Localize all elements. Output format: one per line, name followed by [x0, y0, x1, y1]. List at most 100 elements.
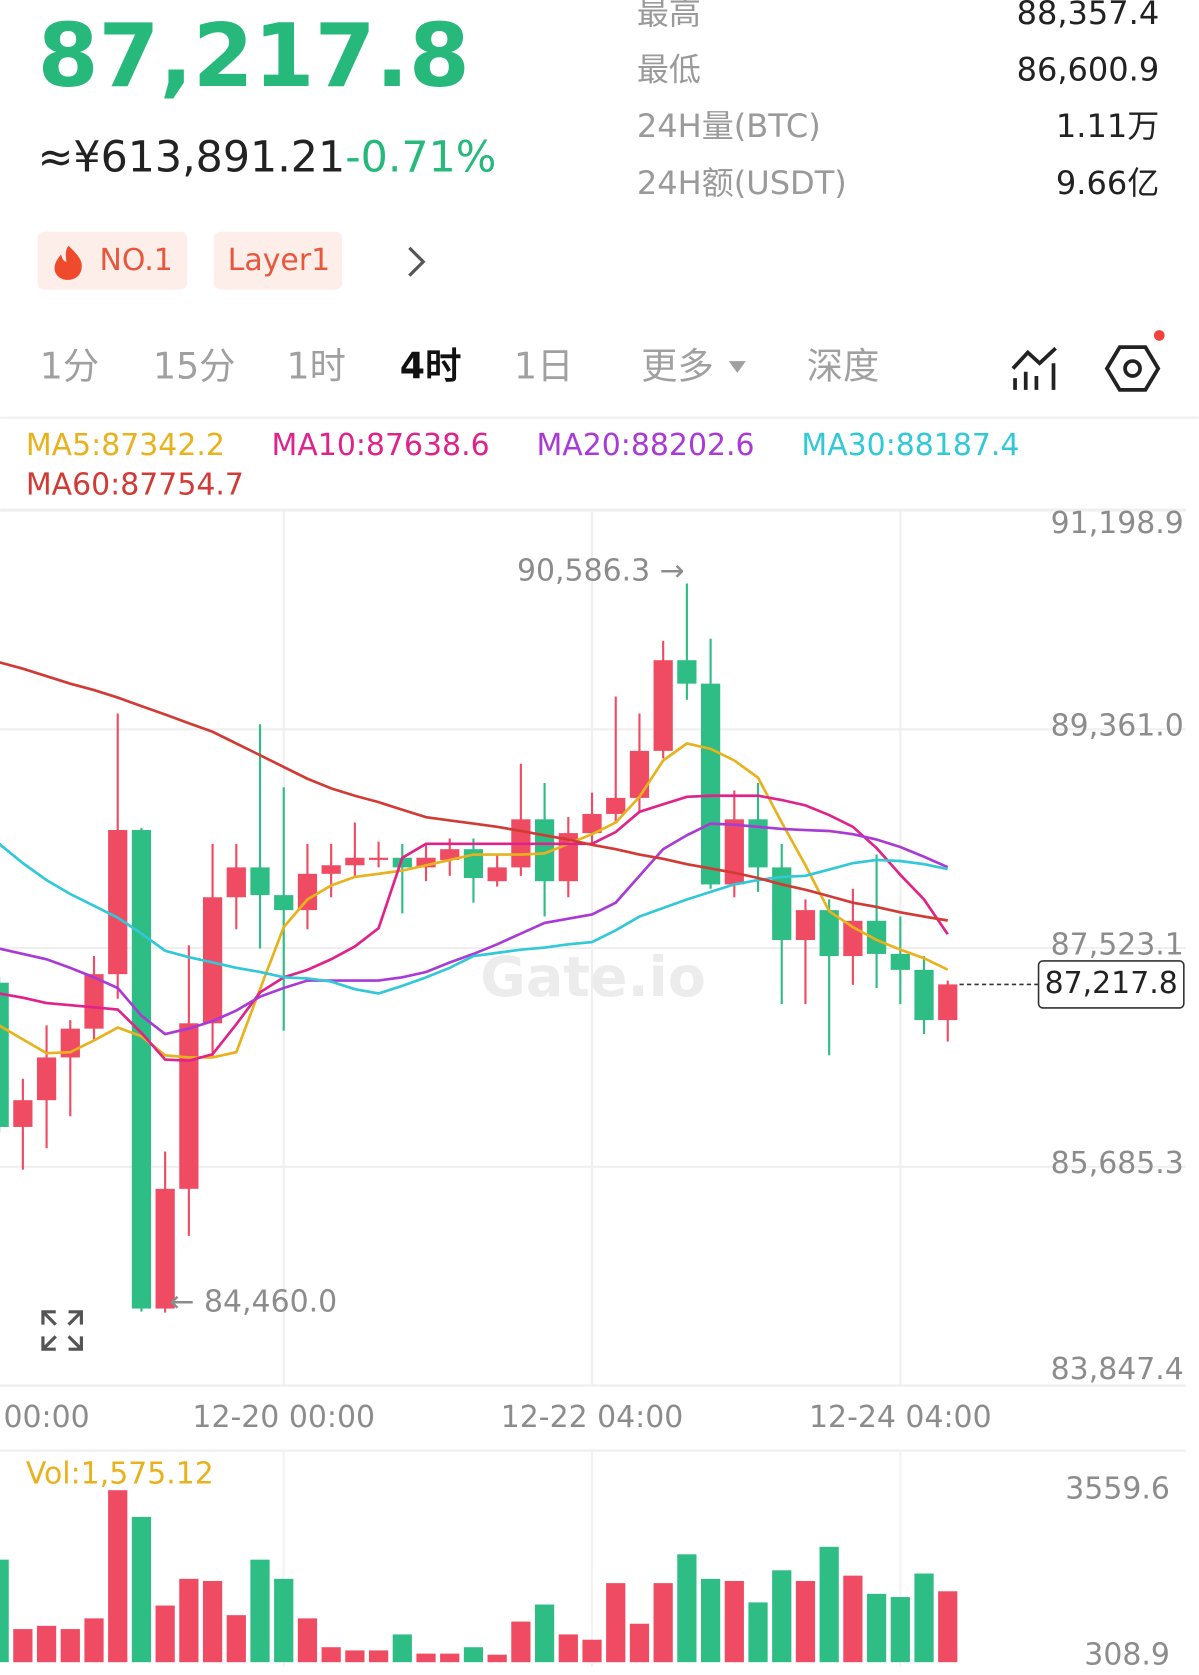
candle-body	[179, 1023, 199, 1189]
candle-body	[677, 660, 697, 684]
icon-line	[1011, 346, 1057, 370]
ma-line	[0, 661, 948, 922]
volume-bar	[558, 1634, 578, 1663]
candle-body	[13, 1100, 33, 1127]
stat-label: 最低	[637, 51, 701, 89]
volume-bar	[914, 1573, 934, 1663]
volume-bar	[890, 1597, 910, 1663]
stat-value: 1.11万	[1056, 107, 1159, 145]
ma-line	[0, 794, 949, 1062]
last-price-tag	[1037, 960, 1185, 1009]
stat-label: 最高	[637, 0, 701, 32]
indicator-icon[interactable]	[1011, 346, 1057, 390]
y-tick-label: 87,523.1	[1051, 927, 1184, 962]
stat-value: 88,357.4	[1017, 0, 1160, 32]
x-tick-label: 12-24 04:00	[809, 1400, 992, 1435]
volume-bar	[748, 1602, 768, 1663]
volume-bar	[724, 1580, 744, 1663]
volume-bar	[297, 1618, 318, 1663]
candle-body	[36, 1057, 57, 1101]
candle-body	[582, 813, 602, 834]
stat-value: 86,600.9	[1017, 51, 1160, 89]
x-tick-label: 12-20 00:00	[192, 1400, 375, 1435]
tab[interactable]: 深度	[807, 345, 880, 388]
candle-body	[321, 865, 341, 874]
y-tick-label: 83,847.4	[1051, 1352, 1184, 1387]
candle-body	[131, 830, 152, 1309]
icon-bars	[1013, 363, 1056, 390]
candle-body	[748, 819, 768, 868]
tag-hot[interactable]: NO.1	[37, 231, 188, 290]
last-price: 87,217.8	[38, 5, 470, 107]
volume-bar	[677, 1554, 697, 1663]
max-annotation: 90,586.3 →	[517, 553, 685, 588]
volume-bar	[368, 1650, 389, 1663]
candle-body	[653, 660, 673, 751]
y-tick-label: 89,361.0	[1051, 709, 1184, 744]
change: -0.71%	[345, 133, 496, 183]
tag-text: Layer1	[228, 243, 330, 278]
volume-bar	[84, 1618, 104, 1663]
more-arrow[interactable]	[408, 246, 426, 277]
tab[interactable]: 1分	[40, 345, 99, 388]
candle-body	[368, 857, 389, 860]
min-annotation: ← 84,460.0	[169, 1284, 337, 1319]
candle-body	[155, 1188, 175, 1309]
stat-value: 9.66亿	[1056, 164, 1159, 202]
candle-body	[392, 857, 412, 868]
candle-body	[202, 897, 223, 1024]
candle-body	[84, 974, 104, 1029]
candle-body	[724, 819, 744, 885]
icon-circle	[1123, 359, 1142, 378]
volume-bar	[226, 1615, 246, 1663]
candle-body	[606, 797, 626, 814]
candle-body	[274, 895, 294, 911]
volume-bar	[511, 1621, 531, 1663]
candle-body	[938, 984, 958, 1021]
volume-bar	[416, 1653, 436, 1663]
legend-label: MA5:87342.2	[26, 428, 225, 463]
volume-bar	[0, 1559, 9, 1663]
tag-bg	[213, 231, 343, 290]
ma-line	[0, 842, 949, 995]
tag-sector[interactable]: Layer1	[213, 231, 343, 290]
candle-body	[890, 953, 910, 970]
volume-bar	[487, 1654, 507, 1663]
volume-bar	[179, 1578, 199, 1663]
settings-icon[interactable]	[1104, 345, 1161, 392]
tab[interactable]: 更多	[641, 345, 714, 388]
volume-bar	[440, 1653, 460, 1663]
candle-body	[487, 867, 507, 882]
x-tick-label: 12-22 04:00	[501, 1400, 684, 1435]
volume-bar	[345, 1650, 365, 1663]
tab[interactable]: 1日	[514, 345, 573, 388]
volume-bar	[60, 1629, 80, 1663]
volume-bar	[155, 1605, 175, 1663]
kline-chart: Gate.io91,198.989,361.087,523.185,685.38…	[0, 428, 1186, 1672]
volume-bar	[819, 1546, 839, 1663]
candle-body	[345, 857, 365, 866]
fullscreen-icon[interactable]	[41, 1310, 84, 1351]
tab[interactable]: 1时	[287, 345, 346, 388]
volume-bar	[866, 1593, 887, 1663]
volume-bar	[274, 1578, 294, 1663]
volume-bar	[250, 1559, 270, 1663]
legend-label: MA20:88202.6	[536, 428, 754, 463]
candle-body	[297, 873, 318, 911]
volume-bar	[582, 1639, 602, 1663]
candle-body	[416, 857, 436, 868]
tab[interactable]: 15分	[153, 345, 236, 388]
volume-bar	[700, 1578, 721, 1663]
notice-dot	[1153, 330, 1165, 341]
tab-active[interactable]: 4时	[400, 345, 462, 388]
flame-icon	[54, 245, 82, 280]
y-tick-label: 85,685.3	[1051, 1146, 1184, 1181]
legend-label: MA30:88187.4	[801, 428, 1019, 463]
volume-bar	[534, 1604, 555, 1663]
icon-expand	[41, 1310, 84, 1351]
volume-tick-label: 3559.6	[1065, 1472, 1170, 1507]
dropdown-caret	[728, 361, 746, 373]
volume-bar	[463, 1647, 484, 1663]
